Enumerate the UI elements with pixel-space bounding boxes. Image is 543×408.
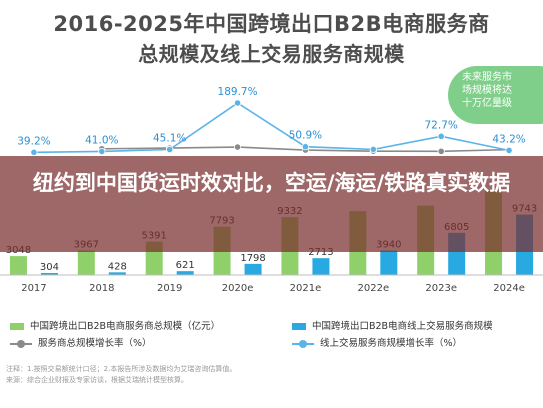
x-tick-label: 2021e xyxy=(290,283,322,294)
x-tick-label: 2023e xyxy=(425,283,457,294)
badge-line-2: 场规模将达 xyxy=(462,85,512,96)
forecast-badge: 未来服务市 场规模将达 十万亿量级 xyxy=(448,66,543,124)
growth-value-label: 45.1% xyxy=(153,132,186,144)
badge-line-1: 未来服务市 xyxy=(462,72,512,83)
x-tick-label: 2019 xyxy=(157,283,182,294)
legend-label: 服务商总规模增长率（%） xyxy=(38,338,152,349)
legend-item-total-scale: 中国跨境出口B2B电商服务商总规模（亿元） xyxy=(10,318,220,332)
online-growth-point xyxy=(505,146,513,155)
growth-value-label: 43.2% xyxy=(492,133,525,145)
online-growth-point xyxy=(301,143,310,151)
overlay-title: 纽约到中国货运时效对比，空运/海运/铁路真实数据 xyxy=(32,171,511,195)
bar-total-2017 xyxy=(9,256,27,275)
x-tick-label: 2022e xyxy=(358,283,390,294)
total-growth-point xyxy=(437,147,445,155)
lines-layer xyxy=(30,99,513,156)
legend-label: 中国跨境出口B2B电商线上交易服务商规模 xyxy=(312,321,493,332)
online-growth-line xyxy=(33,102,510,154)
bar-online-2018 xyxy=(108,272,126,275)
legend-swatch-blue xyxy=(292,323,306,330)
bar-online-2021e xyxy=(312,258,330,275)
bar-value-label: 1798 xyxy=(240,253,265,264)
legend-item-total-growth: 服务商总规模增长率（%） xyxy=(10,335,152,349)
growth-value-label: 72.7% xyxy=(425,119,458,131)
bar-value-label: 428 xyxy=(108,261,127,272)
online-growth-point xyxy=(98,147,106,156)
growth-value-label: 50.9% xyxy=(289,130,322,142)
growth-value-label: 39.2% xyxy=(17,135,50,147)
legend-label: 线上交易服务商规模增长率（%） xyxy=(320,338,463,349)
total-growth-point xyxy=(233,143,242,151)
x-tick-label: 2020e xyxy=(222,283,254,294)
bar-value-label: 2713 xyxy=(308,247,333,258)
bar-online-2019 xyxy=(176,271,194,275)
chart-title: 2016-2025年中国跨境出口B2B电商服务商 xyxy=(53,12,490,36)
bar-online-2020e xyxy=(244,263,262,275)
legend-item-online-growth: 线上交易服务商规模增长率（%） xyxy=(292,335,462,349)
footnote-line-1: 注释：1.按照交易额统计口径；2.本报告所涉及数据均为艾瑞咨询估算值。 xyxy=(6,365,237,373)
online-growth-point xyxy=(30,148,38,156)
legend-swatch-green xyxy=(10,323,24,330)
online-growth-point xyxy=(166,145,174,154)
bar-value-label: 304 xyxy=(40,262,59,273)
growth-value-label: 41.0% xyxy=(85,134,118,146)
overlay-band xyxy=(0,156,543,252)
bar-online-2022e xyxy=(380,250,398,275)
badge-line-3: 十万亿量级 xyxy=(462,98,512,109)
bar-online-2017 xyxy=(40,273,58,275)
legend-item-online-scale: 中国跨境出口B2B电商线上交易服务商规模 xyxy=(292,318,493,332)
x-tick-label: 2018 xyxy=(89,283,114,294)
bar-total-2018 xyxy=(77,250,95,275)
x-tick-label: 2024e xyxy=(493,283,525,294)
chart-subtitle: 总规模及线上交易服务商规模 xyxy=(138,42,405,66)
footnote-line-2: 来源：综合企业财报及专家访谈，根据艾瑞统计模型核算。 xyxy=(6,376,188,384)
bar-value-label: 621 xyxy=(176,260,195,271)
x-axis: 2017 2018 2019 2020e 2021e 2022e 2023e 2024e xyxy=(0,274,543,294)
online-growth-point xyxy=(437,132,445,140)
online-growth-point xyxy=(233,99,242,107)
legend-label: 中国跨境出口B2B电商服务商总规模（亿元） xyxy=(30,321,221,332)
legend-line-blue xyxy=(292,339,314,348)
legend-line-gray xyxy=(10,339,32,348)
growth-value-label: 189.7% xyxy=(218,86,258,98)
x-tick-label: 2017 xyxy=(21,283,46,294)
footnote: 注释：1.按照交易额统计口径；2.本报告所涉及数据均为艾瑞咨询估算值。 来源：综… xyxy=(6,364,543,386)
online-growth-point xyxy=(369,145,377,154)
